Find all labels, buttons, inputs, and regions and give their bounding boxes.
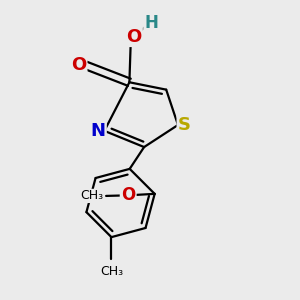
Text: CH₃: CH₃ <box>81 189 104 203</box>
Text: H: H <box>145 14 158 32</box>
Text: N: N <box>90 122 105 140</box>
Text: O: O <box>121 186 135 204</box>
Text: O: O <box>71 56 86 74</box>
Text: S: S <box>178 116 191 134</box>
Text: O: O <box>126 28 141 46</box>
Text: CH₃: CH₃ <box>100 265 123 278</box>
